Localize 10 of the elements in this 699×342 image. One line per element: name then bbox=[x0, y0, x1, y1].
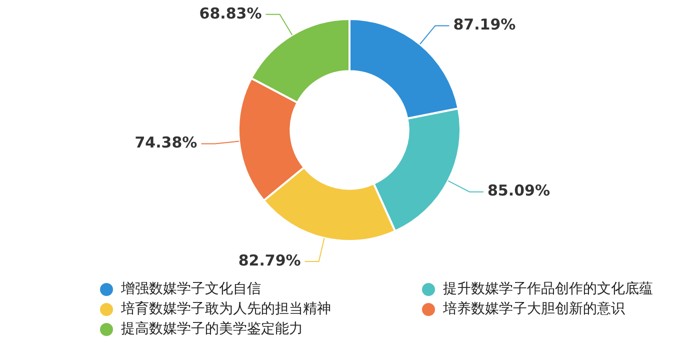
legend-label: 培育数媒学子敢为人先的担当精神 bbox=[121, 300, 331, 318]
data-label: 74.38% bbox=[134, 134, 198, 152]
data-label: 87.19% bbox=[453, 16, 516, 34]
data-label: 82.79% bbox=[238, 251, 301, 270]
legend-label: 培养数媒学子大胆创新的意识 bbox=[443, 300, 625, 318]
legend-label: 提升数媒学子作品创作的文化底蕴 bbox=[443, 280, 653, 298]
data-label: 85.09% bbox=[488, 182, 550, 200]
legend-label: 提高数媒学子的美学鉴定能力 bbox=[121, 320, 303, 338]
legend-label: 增强数媒学子文化自信 bbox=[121, 280, 261, 298]
data-label: 68.83% bbox=[199, 4, 262, 22]
